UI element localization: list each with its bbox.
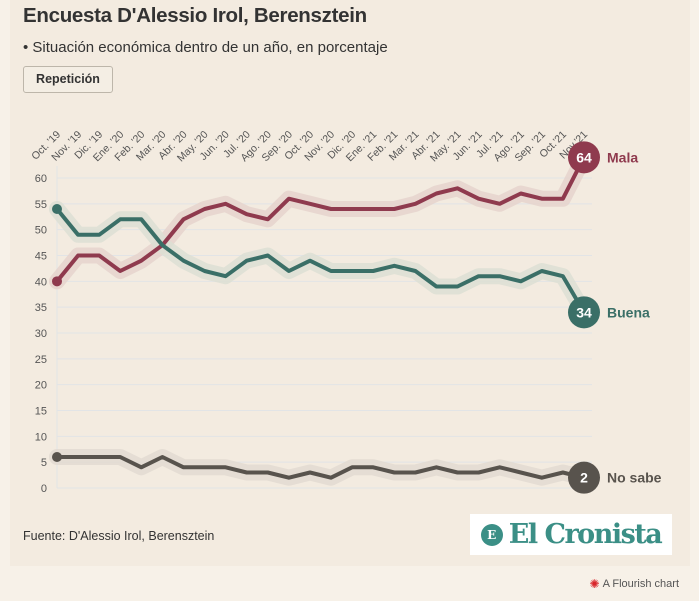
buena-end-value: 34: [576, 304, 592, 320]
buena-line: [55, 207, 586, 314]
y-tick-label: 20: [35, 380, 47, 392]
no-sabe-end-point: [568, 461, 600, 494]
y-tick-label: 60: [35, 173, 47, 185]
flourish-credit[interactable]: ✺ A Flourish chart: [590, 577, 679, 591]
y-tick-label: 45: [35, 251, 47, 263]
mala-end-point: [568, 141, 600, 174]
chart-subtitle: • Situación económica dentro de un año, …: [23, 39, 388, 56]
y-axis-ticks: 0 5 10 15 20 25 30 35 40 45 50 55 60: [35, 173, 47, 495]
flourish-label: A Flourish chart: [602, 578, 679, 590]
replay-button[interactable]: Repetición: [23, 66, 113, 93]
no-sabe-end-value: 2: [580, 470, 588, 486]
y-tick-label: 0: [41, 483, 47, 495]
mala-end-value: 64: [576, 149, 592, 165]
y-tick-label: 25: [35, 354, 47, 366]
series-end-labels: 64 Mala 34 Buena 2 No sabe: [576, 149, 661, 485]
no-sabe-line: [57, 455, 585, 480]
y-tick-label: 15: [35, 406, 47, 418]
series-markers: [52, 141, 600, 494]
mala-line: [55, 156, 586, 283]
y-tick-label: 30: [35, 328, 47, 340]
el-cronista-logo[interactable]: E El Cronista: [470, 514, 672, 555]
no-sabe-series-label: No sabe: [607, 470, 662, 486]
logo-text: El Cronista: [508, 519, 663, 550]
grid-lines: [56, 166, 592, 489]
y-tick-label: 10: [35, 431, 47, 443]
logo-mark-icon: E: [480, 523, 503, 546]
mala-series-label: Mala: [607, 149, 638, 165]
buena-start-point: [52, 204, 62, 214]
y-tick-label: 5: [41, 457, 47, 469]
y-tick-label: 55: [35, 199, 47, 211]
no-sabe-start-point: [52, 452, 62, 462]
mala-start-point: [52, 276, 62, 287]
y-tick-label: 35: [35, 302, 47, 314]
buena-end-point: [568, 296, 600, 329]
source-note: Fuente: D'Alessio Irol, Berensztein: [23, 529, 215, 543]
y-tick-label: 40: [35, 276, 47, 288]
flourish-icon: ✺: [589, 577, 600, 591]
chart-title: Encuesta D'Alessio Irol, Berensztein: [23, 4, 367, 27]
buena-series-label: Buena: [607, 304, 650, 320]
series-lines: [55, 156, 586, 480]
y-tick-label: 50: [35, 225, 47, 237]
